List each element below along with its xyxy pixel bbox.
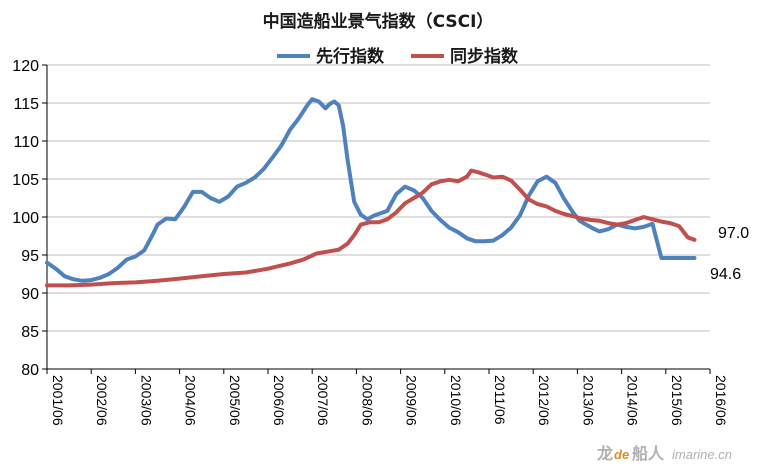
watermark-brand-de: de bbox=[614, 447, 629, 462]
x-tick-label-2010-06: 2010/06 bbox=[448, 375, 464, 426]
x-tick-label-2014-06: 2014/06 bbox=[625, 375, 641, 426]
x-tick-label-2013-06: 2013/06 bbox=[580, 375, 596, 426]
y-tick-label-105: 105 bbox=[12, 172, 39, 189]
x-tick-labels: 2001/06 2002/06 2003/06 2004/06 2005/06 2006/… bbox=[50, 375, 729, 426]
legend-label-leading-index: 先行指数 bbox=[316, 46, 385, 67]
y-tick-label-110: 110 bbox=[13, 134, 39, 151]
y-tick-label-115: 115 bbox=[13, 96, 39, 113]
watermark-prefix: 龙 bbox=[596, 444, 613, 463]
x-tick-label-2015-06: 2015/06 bbox=[669, 375, 685, 426]
y-tick-label-80: 80 bbox=[21, 362, 39, 379]
x-tick-label-2005-06: 2005/06 bbox=[227, 375, 243, 426]
axes bbox=[46, 65, 710, 370]
watermark-brand-cjk: 船人 bbox=[632, 444, 665, 463]
series-line-leading-index bbox=[45, 97, 697, 283]
end-label-leading-index: 94.6 bbox=[710, 266, 741, 283]
watermark: 龙 de 船人 imarine.cn bbox=[596, 444, 732, 463]
x-tick-label-2002-06: 2002/06 bbox=[94, 375, 110, 426]
legend: 先行指数 同步指数 bbox=[277, 46, 519, 67]
x-tick-label-2001-06: 2001/06 bbox=[50, 375, 66, 426]
chart-title: 中国造船业景气指数（CSCI） bbox=[263, 11, 494, 32]
x-tick-label-2011-06: 2011/06 bbox=[492, 375, 508, 425]
y-tick-label-85: 85 bbox=[21, 324, 39, 341]
x-tick-label-2004-06: 2004/06 bbox=[183, 375, 199, 426]
gridlines bbox=[42, 64, 711, 374]
y-tick-label-90: 90 bbox=[21, 286, 39, 303]
x-tick-label-2012-06: 2012/06 bbox=[536, 375, 552, 426]
end-label-coincident-index: 97.0 bbox=[718, 225, 749, 242]
x-tick-label-2016-06: 2016/06 bbox=[713, 375, 729, 426]
series-line-coincident-index bbox=[45, 168, 697, 288]
x-tick-label-2009-06: 2009/06 bbox=[404, 375, 420, 426]
y-tick-label-100: 100 bbox=[12, 210, 39, 227]
watermark-domain: imarine.cn bbox=[672, 447, 732, 462]
x-tick-label-2008-06: 2008/06 bbox=[359, 375, 375, 426]
y-tick-label-95: 95 bbox=[21, 248, 39, 265]
x-tick-label-2006-06: 2006/06 bbox=[271, 375, 287, 426]
y-tick-labels: 80 85 90 95 100 105 110 115 120 bbox=[12, 58, 39, 379]
x-tick-label-2003-06: 2003/06 bbox=[138, 375, 154, 426]
legend-label-coincident-index: 同步指数 bbox=[450, 46, 519, 67]
series-lines bbox=[45, 97, 697, 288]
x-tick-label-2007-06: 2007/06 bbox=[315, 375, 331, 426]
end-labels: 94.6 97.0 bbox=[710, 225, 749, 283]
y-tick-label-120: 120 bbox=[12, 58, 39, 75]
